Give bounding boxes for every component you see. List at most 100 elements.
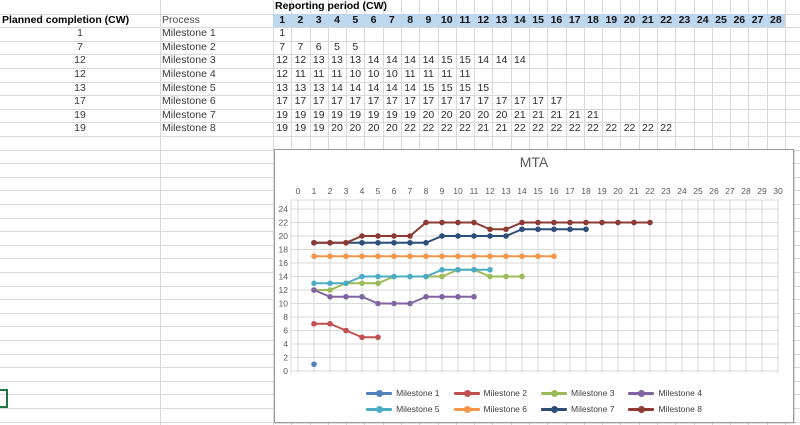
data-point[interactable] — [535, 253, 541, 260]
data-point[interactable] — [327, 253, 333, 260]
data-point[interactable] — [647, 219, 653, 226]
data-point[interactable] — [519, 273, 525, 280]
data-point[interactable] — [423, 219, 429, 226]
period-column-22[interactable]: 22 — [660, 13, 672, 26]
value-cell[interactable]: 17 — [459, 95, 471, 108]
legend-item-milestone-5[interactable]: Milestone 5 — [366, 404, 440, 414]
data-point[interactable] — [391, 239, 397, 246]
value-cell[interactable]: 19 — [349, 108, 362, 121]
data-point[interactable] — [567, 219, 573, 226]
value-cell[interactable]: 21 — [477, 122, 490, 135]
data-point[interactable] — [583, 226, 589, 233]
data-point[interactable] — [455, 253, 461, 260]
data-point[interactable] — [615, 219, 621, 226]
period-column-20[interactable]: 20 — [623, 13, 636, 26]
period-column-16[interactable]: 16 — [550, 13, 563, 26]
value-cell[interactable]: 14 — [477, 54, 490, 67]
value-cell[interactable]: 14 — [331, 81, 343, 94]
value-cell[interactable]: 15 — [477, 81, 490, 94]
period-column-28[interactable]: 28 — [770, 13, 782, 26]
data-point[interactable] — [359, 239, 365, 246]
data-point[interactable] — [503, 273, 509, 280]
data-point[interactable] — [439, 266, 445, 273]
data-point[interactable] — [439, 219, 445, 226]
data-point[interactable] — [471, 266, 477, 273]
period-column-11[interactable]: 11 — [459, 13, 471, 26]
value-cell[interactable]: 17 — [477, 95, 490, 108]
value-cell[interactable]: 12 — [294, 54, 307, 67]
data-point[interactable] — [503, 253, 509, 260]
value-cell[interactable]: 17 — [404, 95, 416, 108]
data-point[interactable] — [519, 226, 525, 233]
data-point[interactable] — [407, 239, 413, 246]
value-cell[interactable]: 20 — [367, 122, 380, 135]
data-point[interactable] — [519, 219, 525, 226]
value-cell[interactable]: 21 — [550, 108, 563, 121]
value-cell[interactable]: 22 — [568, 122, 581, 135]
value-cell[interactable]: 1 — [279, 27, 286, 40]
value-cell[interactable]: 22 — [623, 122, 636, 135]
value-cell[interactable]: 10 — [367, 68, 380, 80]
data-point[interactable] — [423, 273, 429, 280]
data-point[interactable] — [487, 226, 493, 233]
value-cell[interactable]: 10 — [349, 68, 362, 80]
data-point[interactable] — [551, 226, 557, 233]
value-cell[interactable]: 20 — [440, 108, 453, 121]
value-cell[interactable]: 14 — [367, 81, 380, 94]
value-cell[interactable]: 17 — [422, 95, 435, 108]
value-cell[interactable]: 15 — [459, 81, 471, 94]
value-cell[interactable]: 22 — [605, 122, 618, 135]
value-cell[interactable]: 22 — [532, 122, 544, 135]
data-point[interactable] — [423, 253, 429, 260]
value-cell[interactable]: 6 — [315, 40, 322, 53]
data-point[interactable] — [327, 280, 333, 287]
process-header[interactable]: Process — [162, 13, 200, 26]
data-point[interactable] — [343, 327, 349, 334]
data-point[interactable] — [439, 273, 445, 280]
value-cell[interactable]: 22 — [404, 122, 416, 135]
planned-cw-cell[interactable]: 19 — [74, 108, 86, 121]
value-cell[interactable]: 17 — [532, 95, 544, 108]
value-cell[interactable]: 11 — [404, 68, 416, 80]
process-cell[interactable]: Milestone 5 — [162, 81, 216, 94]
value-cell[interactable]: 10 — [386, 68, 398, 80]
value-cell[interactable]: 17 — [312, 95, 325, 108]
value-cell[interactable]: 14 — [367, 54, 380, 67]
planned-cw-cell[interactable]: 17 — [74, 95, 86, 108]
series-line-milestone-8[interactable] — [314, 221, 650, 244]
value-cell[interactable]: 14 — [495, 54, 508, 67]
value-cell[interactable]: 17 — [331, 95, 343, 108]
legend-item-milestone-4[interactable]: Milestone 4 — [628, 388, 702, 398]
period-column-1[interactable]: 1 — [279, 13, 286, 26]
value-cell[interactable]: 11 — [441, 68, 453, 80]
value-cell[interactable]: 17 — [440, 95, 453, 108]
data-point[interactable] — [375, 253, 381, 260]
data-point[interactable] — [343, 293, 349, 300]
period-column-13[interactable]: 13 — [495, 13, 508, 26]
data-point[interactable] — [487, 273, 493, 280]
data-point[interactable] — [407, 273, 413, 280]
value-cell[interactable]: 14 — [422, 54, 435, 67]
value-cell[interactable]: 17 — [550, 95, 563, 108]
data-point[interactable] — [391, 300, 397, 307]
period-column-7[interactable]: 7 — [388, 13, 395, 26]
value-cell[interactable]: 17 — [495, 95, 508, 108]
value-cell[interactable]: 13 — [349, 54, 362, 67]
legend-item-milestone-8[interactable]: Milestone 8 — [628, 404, 702, 414]
value-cell[interactable]: 21 — [514, 108, 526, 121]
data-point[interactable] — [327, 293, 333, 300]
value-cell[interactable]: 21 — [532, 108, 544, 121]
value-cell[interactable]: 17 — [386, 95, 398, 108]
process-cell[interactable]: Milestone 8 — [162, 122, 216, 135]
data-point[interactable] — [311, 253, 317, 260]
value-cell[interactable]: 13 — [294, 81, 307, 94]
value-cell[interactable]: 21 — [587, 108, 599, 121]
value-cell[interactable]: 11 — [294, 68, 306, 80]
value-cell[interactable]: 17 — [276, 95, 288, 108]
data-point[interactable] — [327, 239, 333, 246]
process-cell[interactable]: Milestone 1 — [162, 27, 216, 40]
legend-item-milestone-7[interactable]: Milestone 7 — [541, 404, 614, 414]
data-point[interactable] — [407, 233, 413, 239]
data-point[interactable] — [535, 226, 541, 233]
data-point[interactable] — [455, 233, 461, 239]
